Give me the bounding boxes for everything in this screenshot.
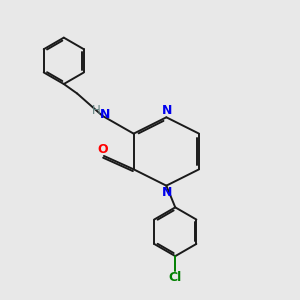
Text: N: N: [162, 104, 172, 117]
Text: O: O: [97, 143, 108, 156]
Text: H: H: [92, 104, 100, 117]
Text: N: N: [100, 108, 110, 121]
Text: N: N: [162, 186, 172, 199]
Text: Cl: Cl: [169, 271, 182, 284]
